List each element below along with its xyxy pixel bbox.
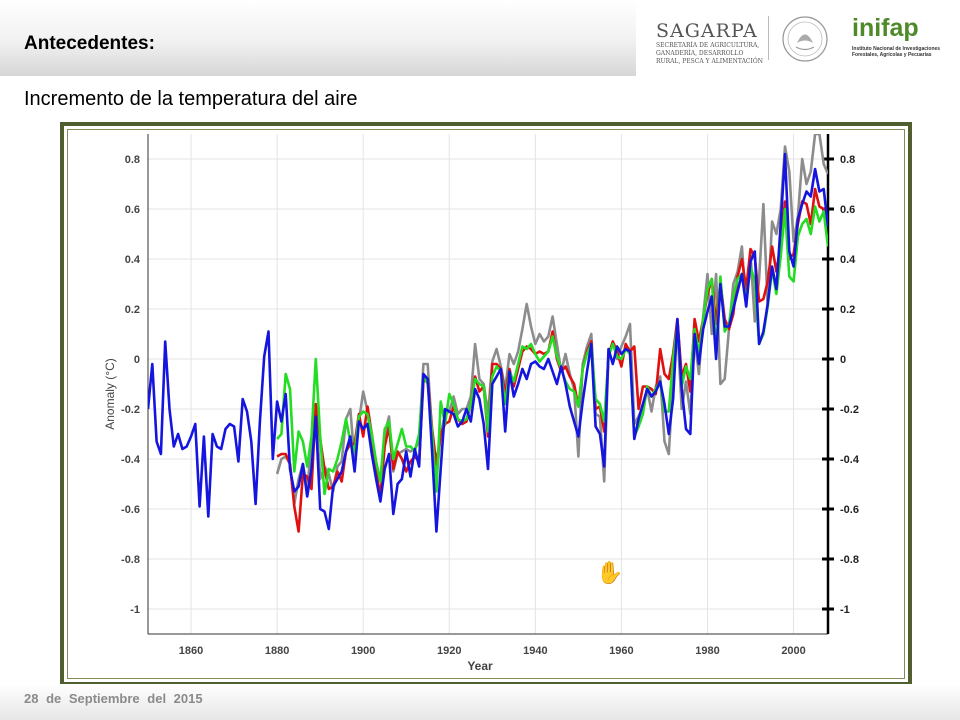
series-line-4	[148, 152, 828, 533]
right-tick-label: 0.6	[840, 204, 855, 216]
footer-bar: 28 de Septiembre del 2015	[0, 684, 960, 720]
right-tick-label: 0.8	[840, 154, 855, 166]
series-line-2	[276, 187, 828, 533]
x-tick-label: 1920	[437, 645, 461, 657]
right-tick-label: -1	[840, 604, 850, 616]
x-tick-label: 1860	[179, 645, 203, 657]
hand-cursor-icon: ✋	[596, 560, 624, 585]
slide-subtitle: Incremento de la temperatura del aire	[24, 88, 358, 110]
right-tick-label: -0.4	[840, 454, 860, 466]
y-tick-label: -0.8	[121, 554, 140, 566]
x-tick-label: 2000	[781, 645, 805, 657]
y-tick-label: -0.4	[121, 454, 141, 466]
right-tick-label: -0.2	[840, 404, 859, 416]
institution-logos: SAGARPA SECRETARÍA DE AGRICULTURA, GANAD…	[636, 0, 960, 76]
y-tick-label: -0.2	[121, 404, 140, 416]
inifap-logo: inifap	[852, 14, 919, 42]
inifap-subtitle: Instituto Nacional de Investigaciones Fo…	[852, 46, 941, 58]
y-tick-label: 0.6	[125, 204, 140, 216]
x-tick-label: 1960	[609, 645, 633, 657]
y-tick-label: 0.8	[125, 154, 140, 166]
header-bar: Antecedentes:	[0, 0, 636, 76]
x-tick-label: 1980	[695, 645, 719, 657]
x-tick-label: 1900	[351, 645, 375, 657]
y-tick-label: 0.2	[125, 304, 140, 316]
x-tick-label: 1880	[265, 645, 289, 657]
sagarpa-logo: SAGARPA	[656, 20, 758, 42]
footer-date: 28 de Septiembre del 2015	[24, 691, 203, 706]
mexico-seal-icon	[782, 16, 828, 62]
right-tick-label: -0.6	[840, 504, 859, 516]
x-tick-label: 1940	[523, 645, 547, 657]
sagarpa-subtitle: SECRETARÍA DE AGRICULTURA, GANADERÍA, DE…	[656, 42, 764, 65]
y-tick-label: 0	[134, 354, 140, 366]
section-title: Antecedentes:	[24, 33, 155, 54]
temperature-anomaly-chart: 0.8 0.6 0.4 0.2 0 -0.2 -0.4 -0.6 -0.8 -1 0.8 0.6 0.4…	[103, 134, 860, 673]
series-line-3	[276, 205, 828, 496]
right-tick-label: 0.4	[840, 254, 856, 266]
right-tick-label: -0.8	[840, 554, 859, 566]
right-tick-label: 0	[840, 354, 846, 366]
x-axis-title: Year	[467, 659, 493, 673]
y-tick-label: -1	[130, 604, 140, 616]
series-line-1	[275, 134, 828, 506]
y-axis-title: Anomaly (°C)	[103, 358, 117, 429]
y-tick-label: 0.4	[125, 254, 141, 266]
right-tick-label: 0.2	[840, 304, 855, 316]
logo-divider	[768, 16, 769, 60]
y-tick-label: -0.6	[121, 504, 140, 516]
